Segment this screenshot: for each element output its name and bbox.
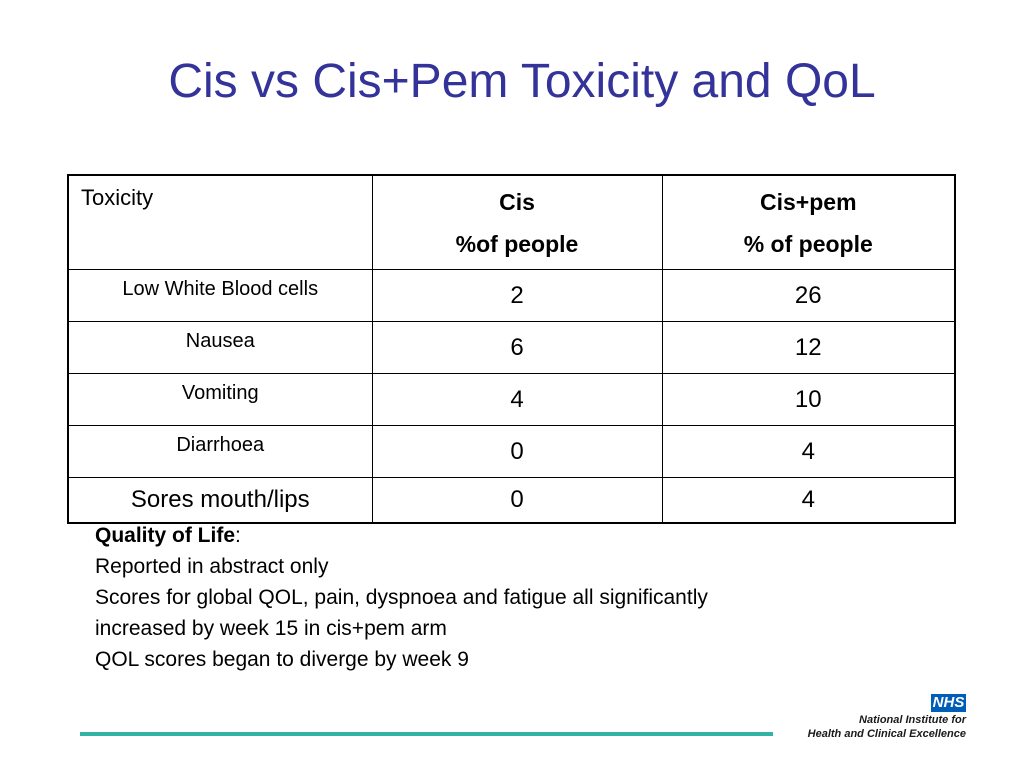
qol-line: Scores for global QOL, pain, dyspnoea an…	[95, 586, 708, 609]
header-cispem-name: Cis+pem	[760, 188, 857, 215]
cispem-value: 10	[661, 373, 956, 426]
cis-value: 0	[371, 425, 663, 478]
table-row: Vomiting 4 10	[67, 373, 956, 426]
row-label: Vomiting	[67, 373, 373, 426]
row-label: Nausea	[67, 321, 373, 374]
cis-value: 4	[371, 373, 663, 426]
logo-text-line2: Health and Clinical Excellence	[807, 728, 966, 740]
cispem-value: 4	[661, 425, 956, 478]
footer-divider	[80, 732, 773, 736]
row-label: Low White Blood cells	[67, 269, 373, 322]
nice-logo: NHS National Institute for Health and Cl…	[806, 694, 966, 742]
slide-title: Cis vs Cis+Pem Toxicity and QoL	[168, 55, 876, 108]
header-cis-name: Cis	[499, 188, 535, 215]
table-row: Diarrhoea 0 4	[67, 425, 956, 478]
header-cis-unit: %of people	[455, 230, 579, 257]
table-header-row: Toxicity Cis %of people Cis+pem % of peo…	[67, 174, 956, 270]
cis-value: 6	[371, 321, 663, 374]
cis-value: 0	[371, 477, 663, 524]
header-cispem-unit: % of people	[743, 230, 873, 257]
table-row: Nausea 6 12	[67, 321, 956, 374]
header-toxicity: Toxicity	[67, 174, 373, 270]
table-row: Low White Blood cells 2 26	[67, 269, 956, 322]
cis-value: 2	[371, 269, 663, 322]
row-label: Diarrhoea	[67, 425, 373, 478]
cispem-value: 12	[661, 321, 956, 374]
qol-line: increased by week 15 in cis+pem arm	[95, 617, 447, 640]
qol-heading-line: Quality of Life:	[95, 520, 895, 551]
table-row: Sores mouth/lips 0 4	[67, 477, 956, 524]
cispem-value: 4	[661, 477, 956, 524]
quality-of-life-notes: Quality of Life: Reported in abstract on…	[95, 520, 895, 675]
header-cis: Cis %of people	[371, 174, 663, 270]
qol-line: QOL scores began to diverge by week 9	[95, 648, 469, 671]
qol-heading-colon: :	[235, 524, 241, 547]
cispem-value: 26	[661, 269, 956, 322]
header-cispem: Cis+pem % of people	[661, 174, 956, 270]
qol-heading: Quality of Life	[95, 524, 236, 547]
nhs-badge: NHS	[931, 694, 966, 712]
toxicity-table: Toxicity Cis %of people Cis+pem % of peo…	[67, 174, 956, 524]
row-label: Sores mouth/lips	[67, 477, 373, 524]
qol-line: Reported in abstract only	[95, 555, 329, 578]
logo-text-line1: National Institute for	[859, 714, 966, 726]
